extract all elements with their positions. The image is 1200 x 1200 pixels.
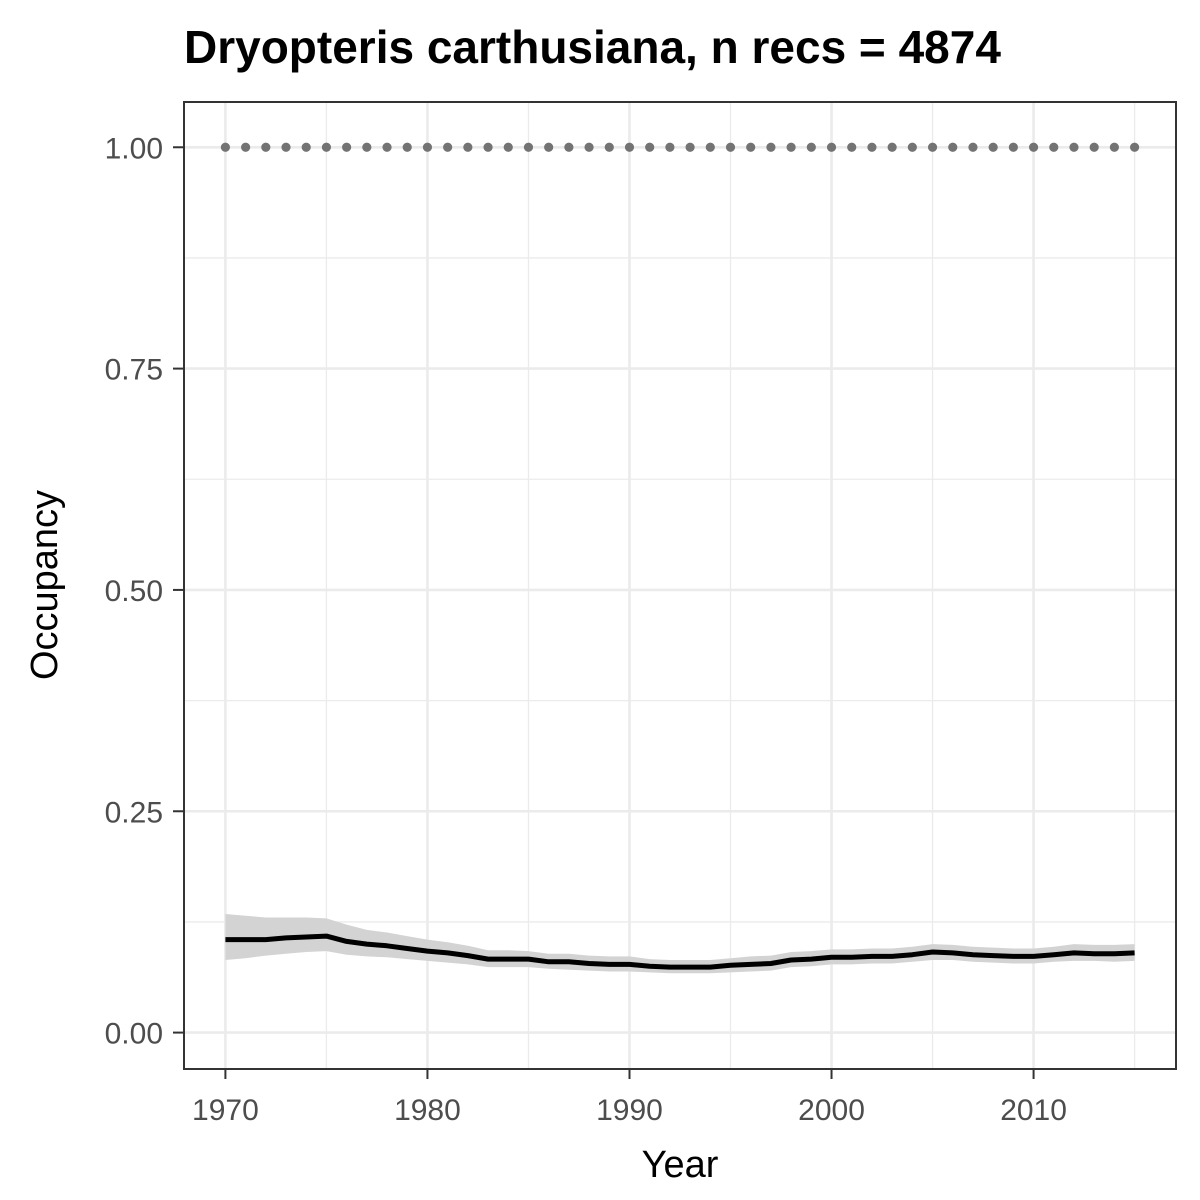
- x-tick-label: 2010: [1000, 1094, 1067, 1127]
- data-point: [988, 142, 998, 152]
- confidence-ribbon: [225, 914, 1135, 974]
- data-point: [665, 142, 675, 152]
- points-layer: [220, 142, 1140, 152]
- data-point: [503, 142, 513, 152]
- data-point: [826, 142, 837, 152]
- axis-ticks: 1970 1980 1990 2000 2010 0.00 0.25 0.50 0.75 1.00: [105, 132, 1067, 1127]
- trend-line-layer: [225, 933, 1135, 970]
- data-point: [725, 142, 736, 152]
- data-point: [523, 142, 534, 152]
- data-point: [443, 142, 453, 152]
- data-point: [422, 142, 433, 152]
- data-point: [402, 142, 412, 152]
- data-point: [1049, 142, 1059, 152]
- x-tick-label: 1990: [596, 1094, 663, 1127]
- data-point: [766, 142, 776, 152]
- data-point: [847, 142, 857, 152]
- x-axis-title: Year: [642, 1144, 719, 1186]
- grid-lines: [185, 103, 1175, 1068]
- data-point: [301, 142, 311, 152]
- x-tick-label: 1980: [394, 1094, 461, 1127]
- data-point: [1028, 142, 1039, 152]
- data-point: [948, 142, 958, 152]
- data-point: [624, 142, 635, 152]
- data-point: [220, 142, 231, 152]
- data-point: [483, 142, 493, 152]
- data-point: [463, 142, 473, 152]
- data-point: [382, 142, 392, 152]
- data-point: [968, 142, 978, 152]
- data-point: [604, 142, 614, 152]
- y-tick-label: 1.00: [105, 132, 163, 165]
- data-point: [1109, 142, 1119, 152]
- data-point: [746, 142, 756, 152]
- y-axis-title: Occupancy: [24, 490, 66, 680]
- data-point: [241, 142, 251, 152]
- data-point: [806, 142, 816, 152]
- data-point: [362, 142, 372, 152]
- x-tick-label: 1970: [192, 1094, 259, 1127]
- chart-title: Dryopteris carthusiana, n recs = 4874: [184, 21, 1001, 73]
- data-point: [887, 142, 897, 152]
- data-point: [342, 142, 352, 152]
- y-tick-label: 0.50: [105, 575, 163, 608]
- data-point: [261, 142, 271, 152]
- data-point: [564, 142, 574, 152]
- y-tick-label: 0.25: [105, 796, 163, 829]
- data-point: [645, 142, 655, 152]
- data-point: [786, 142, 796, 152]
- data-point: [1089, 142, 1099, 152]
- data-point: [544, 142, 554, 152]
- data-point: [321, 142, 332, 152]
- data-point: [927, 142, 938, 152]
- y-tick-label: 0.75: [105, 354, 163, 387]
- data-point: [281, 142, 291, 152]
- panel-border: [183, 101, 1177, 1070]
- y-tick-label: 0.00: [105, 1018, 163, 1051]
- data-point: [1129, 142, 1140, 152]
- data-point: [1069, 142, 1079, 152]
- x-tick-label: 2000: [798, 1094, 865, 1127]
- data-point: [867, 142, 877, 152]
- data-point: [584, 142, 594, 152]
- confidence-ribbon-layer: [225, 914, 1135, 974]
- data-point: [685, 142, 695, 152]
- data-point: [1008, 142, 1018, 152]
- data-point: [705, 142, 715, 152]
- data-point: [907, 142, 917, 152]
- occupancy-trend-line: [225, 933, 1135, 970]
